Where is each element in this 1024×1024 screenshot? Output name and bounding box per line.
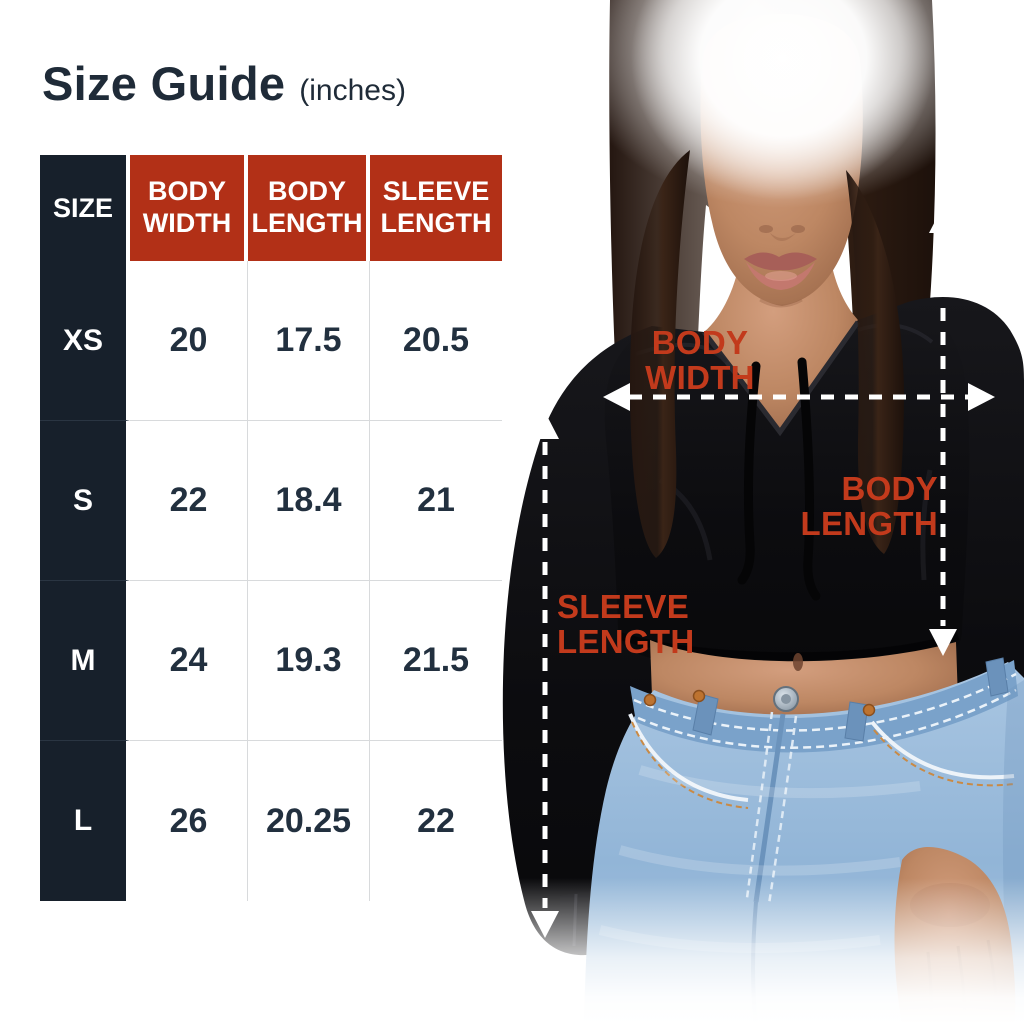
belt-loop (844, 701, 869, 742)
size-table: SIZE BODY WIDTH BODY LENGTH SLEEVE LENGT… (40, 155, 502, 901)
row-l-size: L (40, 741, 130, 901)
lower-lip (746, 262, 815, 290)
row-m-body-width: 24 (130, 581, 248, 741)
column-header-body-width: BODY WIDTH (130, 155, 248, 261)
nostril-left (759, 225, 773, 233)
row-s-size: S (40, 421, 130, 581)
upper-lip (744, 252, 817, 271)
neckline (702, 320, 861, 437)
body-length-label: BODY LENGTH (800, 470, 938, 543)
body-width-label: BODY WIDTH (645, 324, 755, 397)
row-l-body-length: 20.25 (248, 741, 370, 901)
row-s-body-length: 18.4 (248, 421, 370, 581)
row-xs-body-length: 17.5 (248, 261, 370, 421)
body-width-arrow (603, 383, 995, 411)
title-unit: (inches) (299, 74, 406, 107)
bottom-fade (470, 878, 1024, 1024)
navel (793, 653, 803, 671)
column-header-size: SIZE (40, 155, 130, 261)
row-s-body-width: 22 (130, 421, 248, 581)
row-s-sleeve-length: 21 (370, 421, 502, 581)
row-xs-body-width: 20 (130, 261, 248, 421)
nostril-right (791, 225, 805, 233)
sleeve-length-arrow (531, 412, 559, 938)
rivets (643, 689, 876, 717)
row-m-body-length: 19.3 (248, 581, 370, 741)
row-l-body-width: 26 (130, 741, 248, 901)
midriff (650, 640, 958, 719)
row-m-size: M (40, 581, 130, 741)
body-length-arrow (929, 206, 957, 656)
sleeve-length-label: SLEEVE LENGTH (557, 588, 695, 661)
row-xs-size: XS (40, 261, 130, 421)
belt-loop (985, 657, 1009, 697)
pocket-right (870, 720, 1015, 780)
pocket-left (628, 713, 749, 802)
drawstring-right (797, 357, 821, 601)
belt-loop (692, 693, 719, 736)
measurement-arrows (531, 206, 995, 938)
column-header-body-length: BODY LENGTH (248, 155, 370, 261)
drawstring-left (737, 361, 761, 585)
row-l-sleeve-length: 22 (370, 741, 502, 901)
hair-front (630, 150, 904, 558)
column-header-sleeve-length: SLEEVE LENGTH (370, 155, 502, 261)
page-title: Size Guide (inches) (42, 56, 406, 111)
row-xs-sleeve-length: 20.5 (370, 261, 502, 421)
nose-shadow (770, 233, 796, 241)
overexposure-halo (568, 0, 998, 208)
title-text: Size Guide (42, 57, 286, 110)
row-m-sleeve-length: 21.5 (370, 581, 502, 741)
